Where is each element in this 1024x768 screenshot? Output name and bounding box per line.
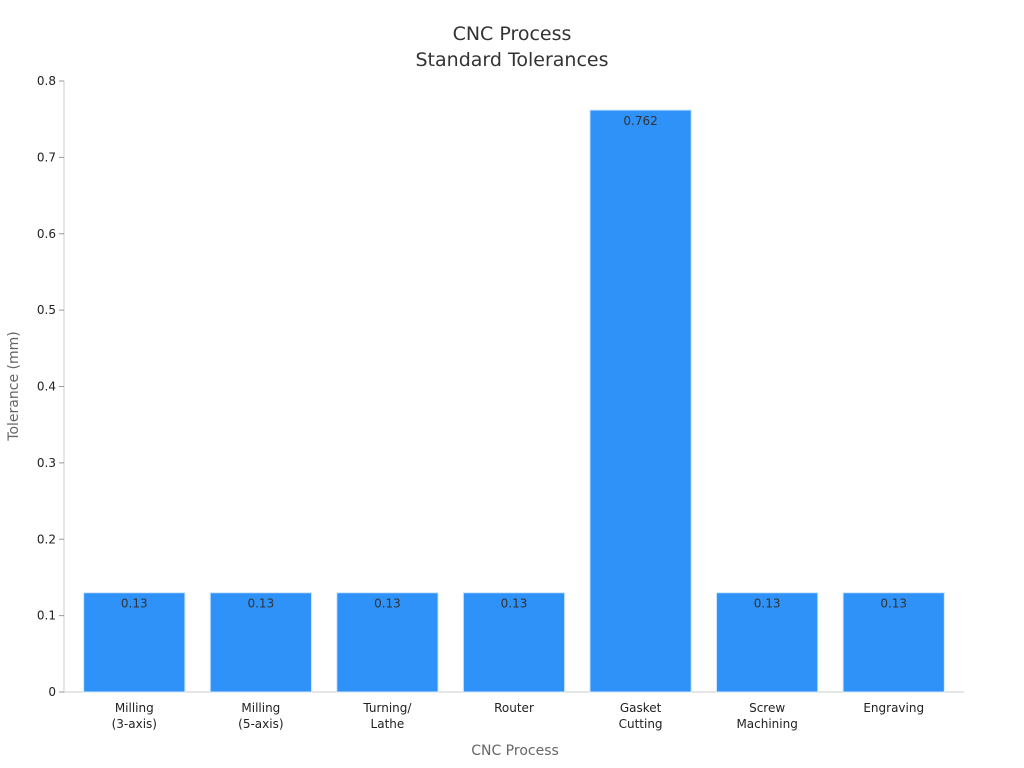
x-tick-label-line: Router xyxy=(494,701,534,715)
x-tick-label: Engraving xyxy=(863,701,924,715)
bar-value-label: 0.13 xyxy=(121,597,148,611)
bar xyxy=(716,592,819,693)
y-axis: 0 0.1 0.2 0.3 0.4 0.5 0.6 0.7 0.8 xyxy=(37,74,65,699)
y-tick-label: 0.3 xyxy=(37,456,56,470)
x-tick-label-line: Screw xyxy=(749,701,785,715)
x-tick-label: Gasket Cutting xyxy=(619,701,663,731)
bar-value-label: 0.13 xyxy=(247,597,274,611)
bars: 0.13 0.13 0.13 0.13 0.762 0.13 0.13 xyxy=(83,109,945,693)
y-tick-label: 0.7 xyxy=(37,150,56,164)
bar xyxy=(336,592,439,693)
chart-title-line: CNC Process xyxy=(453,23,572,45)
bar-value-label: 0.13 xyxy=(374,597,401,611)
y-tick-label: 0.5 xyxy=(37,303,56,317)
bar xyxy=(589,109,692,693)
x-tick-label-line: Engraving xyxy=(863,701,924,715)
x-tick-label-line: Milling xyxy=(241,701,280,715)
bar-value-label: 0.13 xyxy=(754,597,781,611)
x-axis: Milling (3-axis) Milling (5-axis) Turning/La… xyxy=(64,691,964,731)
bar-value-label: 0.13 xyxy=(501,597,528,611)
x-tick-label-line: Cutting xyxy=(619,717,663,731)
chart-title: CNC Process Standard Tolerances xyxy=(416,23,609,71)
bar xyxy=(842,592,945,693)
x-tick-label-line: Milling xyxy=(115,701,154,715)
x-tick-label: Turning/Lathe xyxy=(362,701,412,731)
x-tick-label-line: Machining xyxy=(736,717,797,731)
x-tick-label: Milling (3-axis) xyxy=(112,701,157,731)
axis-titles: CNC Process Tolerance (mm) xyxy=(6,331,559,759)
y-tick-label: 0 xyxy=(48,685,56,699)
x-axis-title: CNC Process xyxy=(471,743,559,759)
y-tick-label: 0.1 xyxy=(37,609,56,623)
x-tick-label-line: (3-axis) xyxy=(112,717,157,731)
bar-value-label: 0.762 xyxy=(623,114,657,128)
x-tick-label-line: Turning/ xyxy=(362,701,412,715)
bar xyxy=(462,592,566,693)
y-axis-title: Tolerance (mm) xyxy=(6,331,22,441)
bar xyxy=(83,592,186,693)
x-tick-label-line: Lathe xyxy=(371,717,405,731)
y-tick-label: 0.6 xyxy=(37,227,56,241)
y-tick-label: 0.4 xyxy=(37,380,56,394)
y-tick-label: 0.8 xyxy=(37,74,56,88)
bar-value-label: 0.13 xyxy=(880,597,907,611)
y-tick-label: 0.2 xyxy=(37,532,56,546)
x-tick-label: Router xyxy=(494,701,534,715)
chart-title-line: Standard Tolerances xyxy=(416,49,609,71)
x-tick-label: Milling (5-axis) xyxy=(238,701,283,731)
bar xyxy=(209,592,312,693)
x-tick-label-line: Gasket xyxy=(620,701,662,715)
x-tick-label: Screw Machining xyxy=(736,701,797,731)
x-tick-label-line: (5-axis) xyxy=(238,717,283,731)
